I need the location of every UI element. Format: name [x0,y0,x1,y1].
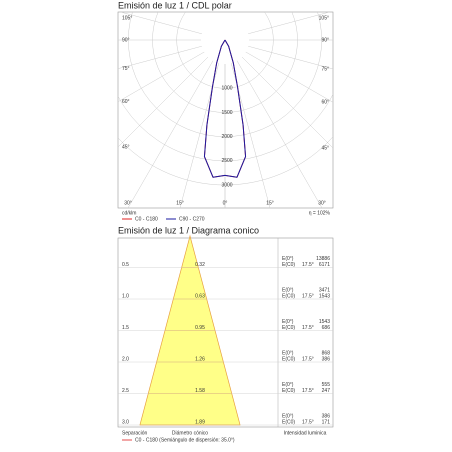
r-tick-label: 1000 [221,86,232,92]
e-label: E(0°) [282,319,294,325]
spoke [118,39,226,103]
r-tick-label: 3000 [221,182,232,188]
spoke [118,39,226,148]
spoke [119,12,226,41]
spoke [224,39,333,149]
e-value: 386 [322,356,331,362]
e-label: E(C0) [282,356,295,362]
y-tick-label: 0.5 [122,262,129,268]
legend-label: C90 - C270 [179,216,205,222]
e-value: 1543 [319,319,330,325]
angle-label: 45° [321,145,329,151]
unit-label: cd/klm [122,210,136,216]
spoke [224,12,331,41]
angle-label: 17.5° [302,262,314,268]
y-tick-label: 2.5 [122,388,129,394]
e-label: E(C0) [282,419,295,425]
angle-label: 17.5° [302,293,314,299]
e-value: 13886 [316,256,330,262]
e-label: E(C0) [282,325,295,331]
diameter-label: 1.58 [195,388,205,394]
e-value: 686 [322,325,331,331]
y-tick-label: 1.0 [122,293,129,299]
angle-label: 75° [321,66,329,72]
angle-label: 75° [122,66,130,72]
legend-label: C0 - C180 (Semiángulo de dispersión: 35.… [135,437,235,443]
angle-label: 15° [266,200,274,206]
angle-label: 0° [223,200,228,206]
polar-plot [118,12,333,208]
e-label: E(C0) [282,262,295,268]
diameter-label: 0.63 [195,293,205,299]
spoke [127,39,226,208]
angle-label: 17.5° [302,388,314,394]
e-label: E(0°) [282,287,294,293]
e-value: 386 [322,413,331,419]
angle-label: 17.5° [302,419,314,425]
e-value: 555 [322,382,331,388]
diameter-label: 0.32 [195,262,205,268]
angle-label: 17.5° [302,325,314,331]
e-value: 171 [322,419,331,425]
diameter-label: 0.95 [195,325,205,331]
plot-frame [117,237,334,428]
x-label: Separación [122,430,148,436]
y-tick-label: 3.0 [122,419,129,425]
x-label: Diámetro cónico [172,430,208,436]
y-tick-label: 2.0 [122,356,129,362]
r-tick-label: 1500 [221,110,232,116]
angle-label: 90° [122,37,130,43]
spoke [224,39,333,103]
e-label: E(C0) [282,388,295,394]
e-label: E(0°) [282,350,294,356]
e-value: 6171 [319,262,330,268]
r-tick-label: 2000 [221,134,232,140]
diameter-label: 1.89 [195,419,205,425]
e-value: 247 [322,388,331,394]
legend-label: C0 - C180 [135,216,158,222]
plot-frame [117,11,334,209]
angle-label: 60° [321,100,329,106]
x-label: Intensidad luminica [284,430,327,436]
e-label: E(0°) [282,256,294,262]
angle-label: 105° [319,15,329,21]
angle-label: 30° [124,200,132,206]
e-label: E(0°) [282,382,294,388]
spoke [224,39,323,208]
spoke [224,39,333,70]
e-label: E(0°) [282,413,294,419]
y-tick-label: 1.5 [122,325,129,331]
spoke [179,39,226,208]
efficiency: η = 102% [309,210,331,216]
spoke [224,39,271,208]
diameter-label: 1.26 [195,356,205,362]
angle-label: 60° [122,99,130,105]
chart-title: Emisión de luz 1 / CDL polar [118,0,232,10]
angle-label: 45° [122,144,130,150]
e-value: 3471 [319,287,330,293]
curve [203,39,247,178]
angle-label: 30° [318,200,326,206]
e-value: 868 [322,350,331,356]
spoke [118,39,226,69]
angle-label: 15° [176,200,184,206]
chart-title: Emisión de luz 1 / Diagrama conico [118,225,259,235]
e-label: E(C0) [282,293,295,299]
angle-label: 90° [321,37,329,43]
r-tick-label: 2500 [221,158,232,164]
angle-label: 105° [122,15,132,21]
e-value: 1543 [319,293,330,299]
angle-label: 17.5° [302,356,314,362]
